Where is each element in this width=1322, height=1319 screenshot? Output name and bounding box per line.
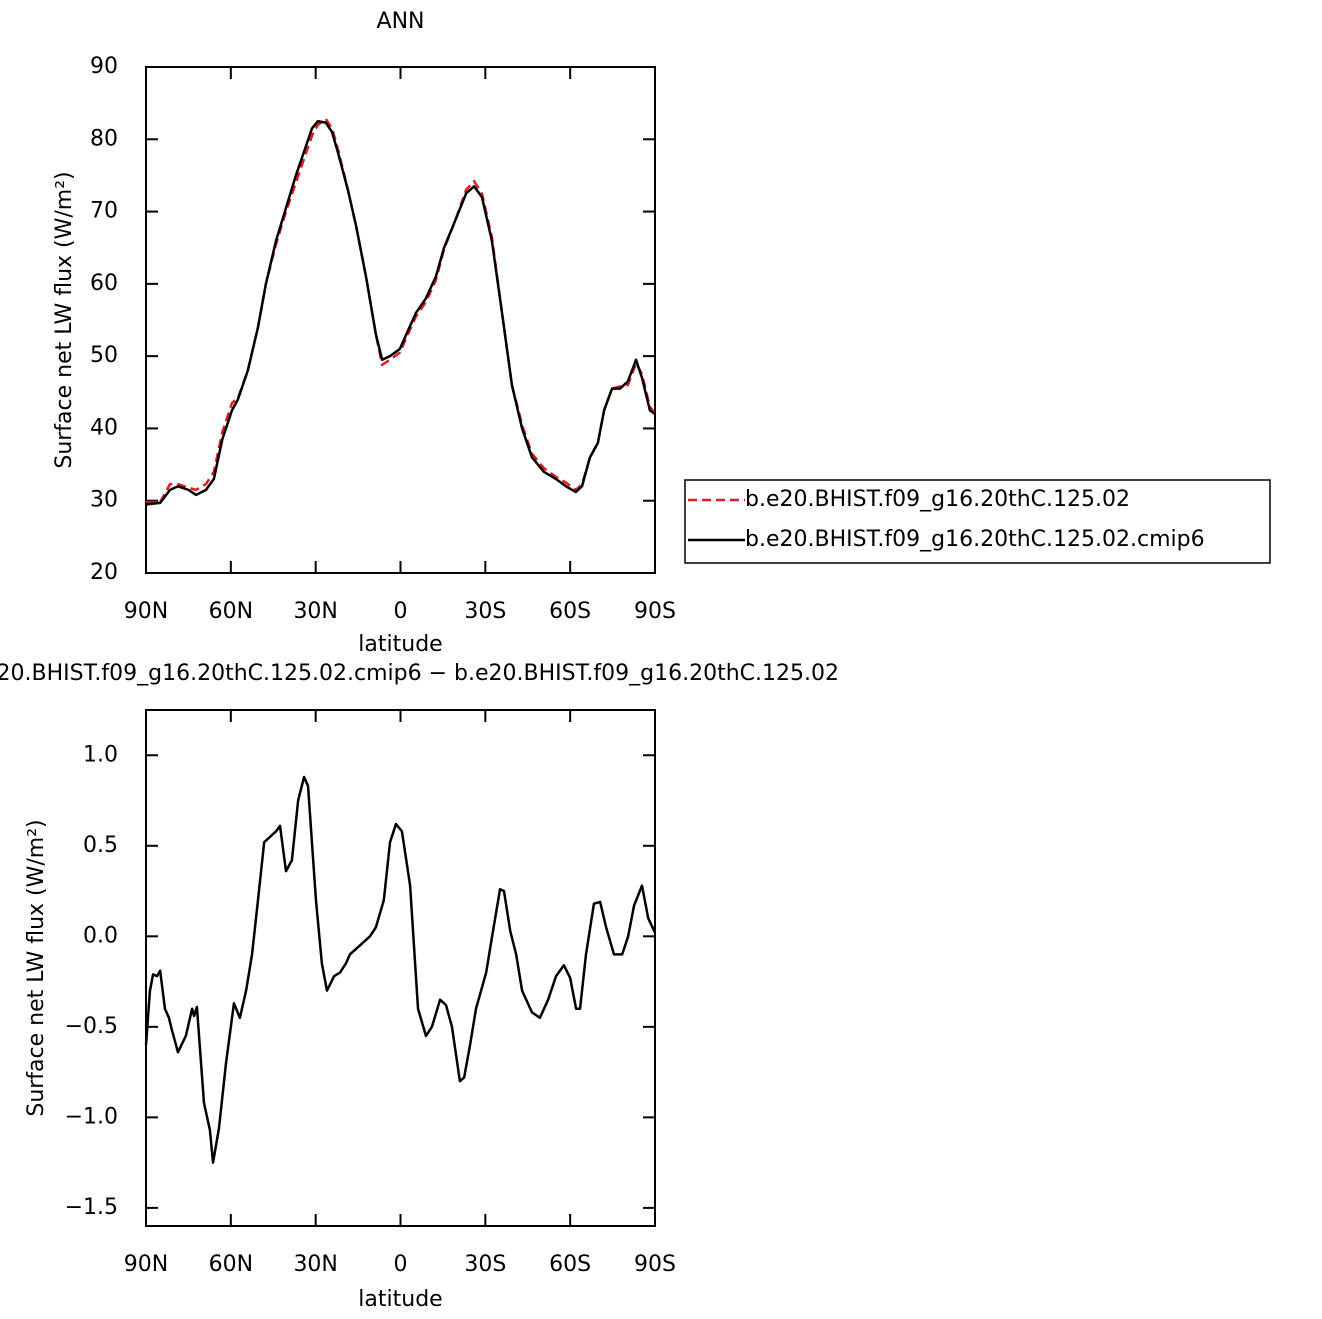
y-tick-label: 70 [90,199,118,224]
y-tick-label: 1.0 [83,742,118,767]
x-tick-label: 90S [634,599,676,624]
y-tick-label: 60 [90,271,118,296]
y-tick-label: 40 [90,415,118,440]
data-line [144,775,657,1164]
y-tick-label: 20 [90,560,118,585]
x-tick-label: 90S [634,1252,676,1277]
legend-box [684,479,1271,564]
x-tick-label: 60S [549,599,591,624]
x-tick-label: 30N [293,1252,337,1277]
x-axis-label: latitude [358,632,442,657]
chart-title: ANN [377,9,425,34]
y-tick-label: 50 [90,343,118,368]
x-tick-label: 90N [124,1252,168,1277]
legend-label: b.e20.BHIST.f09_g16.20thC.125.02.cmip6 [745,527,1205,552]
y-tick-label: −1.0 [65,1104,118,1129]
chart-title: b.e20.BHIST.f09_g16.20thC.125.02.cmip6 −… [0,661,839,686]
x-tick-label: 30S [464,599,506,624]
y-axis-label: Surface net LW flux (W/m²) [24,819,49,1116]
x-tick-label: 30N [293,599,337,624]
legend-label: b.e20.BHIST.f09_g16.20thC.125.02 [745,487,1130,512]
y-tick-label: 0.0 [83,923,118,948]
data-line [145,119,656,506]
y-tick-label: 80 [90,126,118,151]
plot-frame [145,709,656,1227]
x-tick-label: 60S [549,1252,591,1277]
y-tick-label: −0.5 [65,1014,118,1039]
y-axis-label: Surface net LW flux (W/m²) [52,171,77,468]
y-tick-label: −1.5 [65,1195,118,1220]
y-tick-label: 30 [90,488,118,513]
x-axis-label: latitude [358,1287,442,1312]
x-tick-label: 90N [124,599,168,624]
x-tick-label: 60N [209,599,253,624]
x-tick-label: 30S [464,1252,506,1277]
y-tick-label: 0.5 [83,833,118,858]
x-tick-label: 0 [394,599,408,624]
x-tick-label: 60N [209,1252,253,1277]
y-tick-label: 90 [90,54,118,79]
plot-frame [145,66,656,574]
x-tick-label: 0 [394,1252,408,1277]
